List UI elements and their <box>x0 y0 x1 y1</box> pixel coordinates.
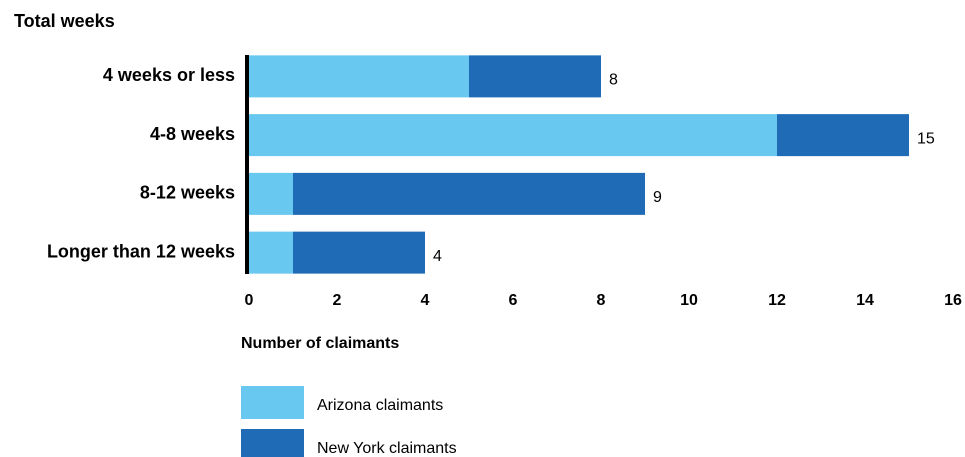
legend-label: Arizona claimants <box>317 397 443 414</box>
bar-segment <box>469 55 601 98</box>
x-tick-label: 12 <box>768 292 786 309</box>
bar-segment <box>249 172 293 215</box>
total-label: 9 <box>653 189 662 206</box>
x-tick-label: 10 <box>680 292 698 309</box>
legend-swatch <box>241 429 304 457</box>
x-tick-label: 14 <box>856 292 874 309</box>
chart-title: Total weeks <box>14 11 115 31</box>
bar-segment <box>249 231 293 274</box>
x-tick-label: 4 <box>421 292 430 309</box>
x-tick-label: 8 <box>597 292 606 309</box>
bar-segment <box>249 55 469 98</box>
bar-segment <box>777 114 909 157</box>
x-tick-label: 0 <box>245 292 254 309</box>
x-tick-label: 2 <box>333 292 342 309</box>
total-label: 15 <box>917 130 935 147</box>
bar-segment <box>293 172 645 215</box>
x-axis-label: Number of claimants <box>241 335 399 352</box>
y-tick-label: 8-12 weeks <box>140 183 235 203</box>
x-tick-label: 16 <box>944 292 962 309</box>
y-tick-label: 4-8 weeks <box>150 124 235 144</box>
total-label: 8 <box>609 72 618 89</box>
y-tick-label: Longer than 12 weeks <box>47 241 235 261</box>
legend-label: New York claimants <box>317 440 457 457</box>
legend-swatch <box>241 386 304 419</box>
bar-segment <box>293 231 425 274</box>
y-tick-label: 4 weeks or less <box>103 65 235 85</box>
bar-segment <box>249 114 777 157</box>
x-tick-label: 6 <box>509 292 518 309</box>
total-label: 4 <box>433 248 442 265</box>
